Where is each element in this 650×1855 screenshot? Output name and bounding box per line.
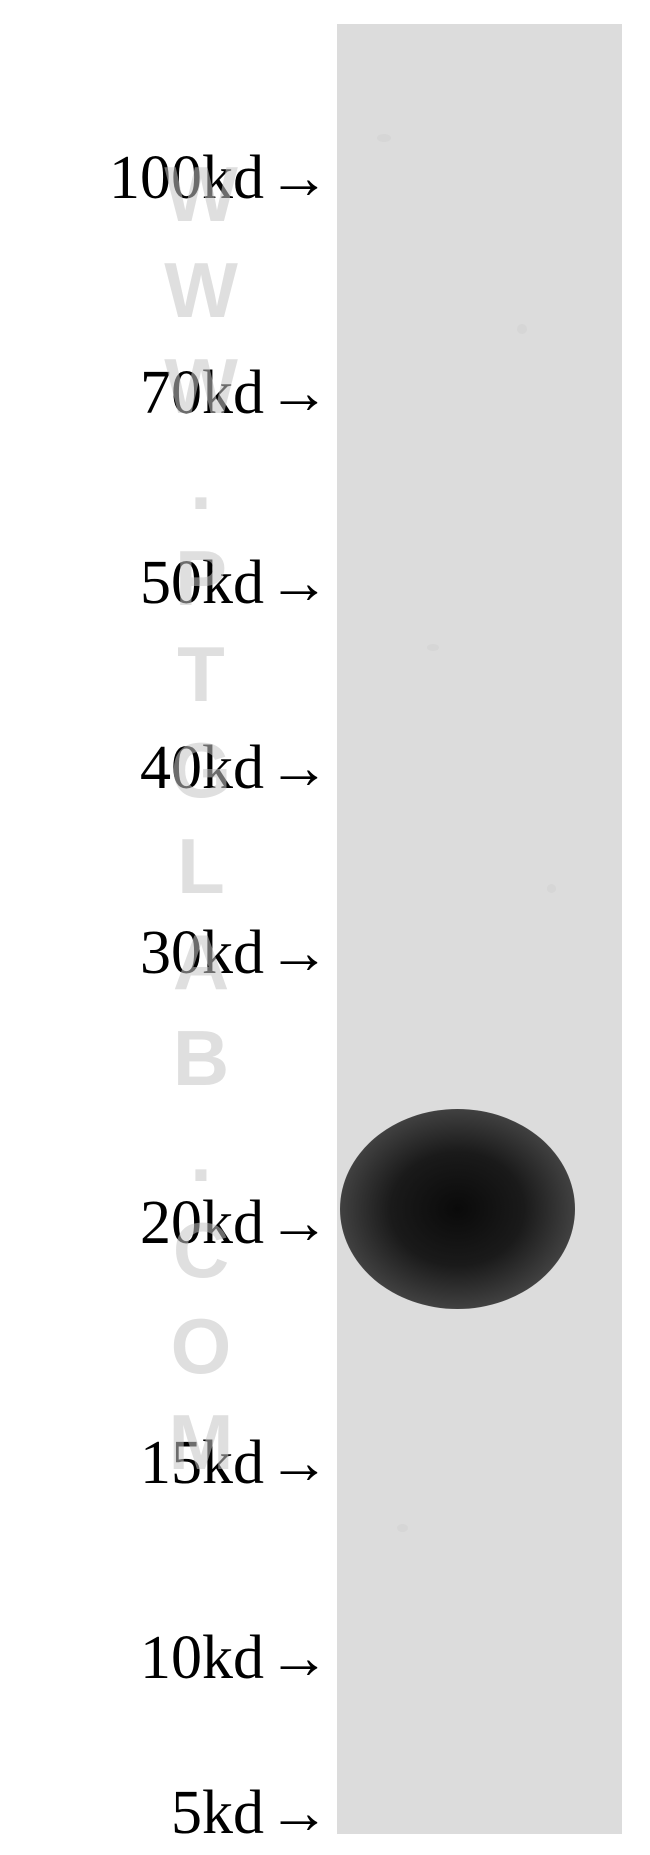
marker-label-text: 100kd [109, 144, 264, 212]
arrow-icon: → [268, 1778, 330, 1849]
marker-label-text: 20kd [140, 1189, 264, 1257]
marker-label-text: 30kd [140, 919, 264, 987]
marker-40kd: 40kd→ [140, 733, 330, 804]
marker-label-text: 50kd [140, 549, 264, 617]
marker-5kd: 5kd→ [171, 1778, 330, 1849]
marker-label-text: 40kd [140, 734, 264, 802]
blot-lane [337, 24, 622, 1834]
marker-10kd: 10kd→ [140, 1623, 330, 1694]
arrow-icon: → [268, 358, 330, 429]
marker-label-text: 70kd [140, 359, 264, 427]
arrow-icon: → [268, 733, 330, 804]
arrow-icon: → [268, 548, 330, 619]
marker-50kd: 50kd→ [140, 548, 330, 619]
noise [397, 1524, 408, 1532]
marker-15kd: 15kd→ [140, 1428, 330, 1499]
western-blot-container: 100kd→ 70kd→ 50kd→ 40kd→ 30kd→ 20kd→ 15k… [0, 0, 650, 1855]
arrow-icon: → [268, 1428, 330, 1499]
marker-label-text: 15kd [140, 1429, 264, 1497]
noise [547, 884, 556, 893]
marker-100kd: 100kd→ [109, 143, 330, 214]
noise [427, 644, 439, 651]
arrow-icon: → [268, 1623, 330, 1694]
marker-30kd: 30kd→ [140, 918, 330, 989]
watermark-text: WWW.PTGLAB.COM [155, 150, 246, 1494]
marker-20kd: 20kd→ [140, 1188, 330, 1259]
marker-label-text: 10kd [140, 1624, 264, 1692]
arrow-icon: → [268, 918, 330, 989]
arrow-icon: → [268, 143, 330, 214]
marker-label-text: 5kd [171, 1779, 264, 1847]
noise [517, 324, 527, 334]
noise [377, 134, 391, 142]
marker-70kd: 70kd→ [140, 358, 330, 429]
arrow-icon: → [268, 1188, 330, 1259]
protein-band [340, 1109, 575, 1309]
